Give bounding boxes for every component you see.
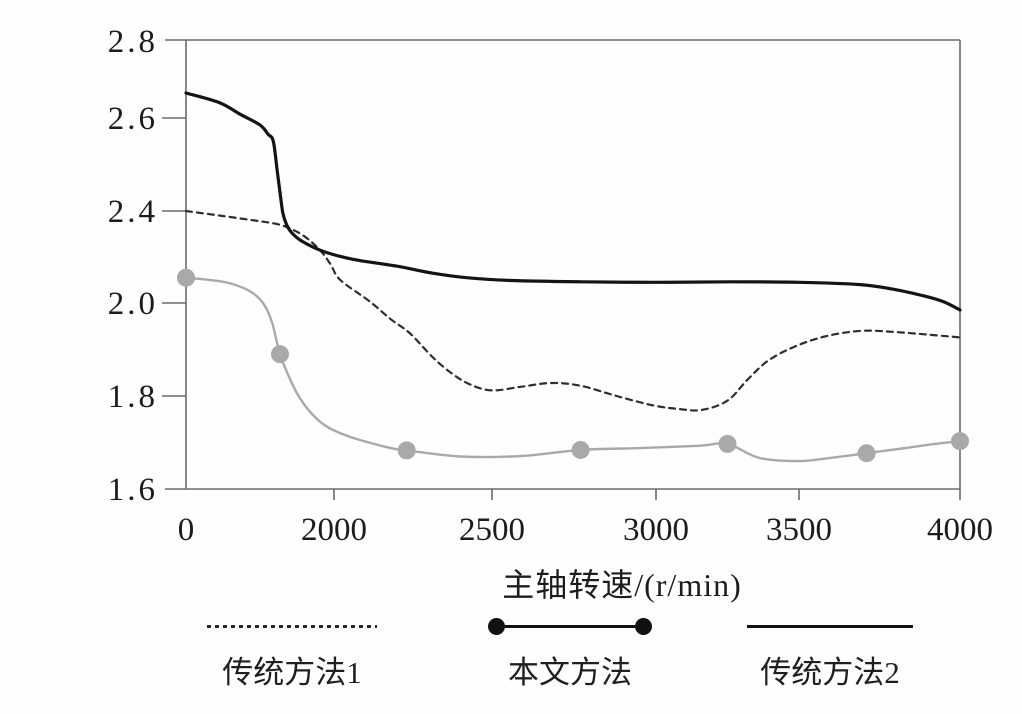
y-tick-label: 1.6: [108, 472, 158, 508]
x-tick-label: 3000: [623, 512, 689, 548]
x-tick-label: 0: [178, 512, 195, 548]
data-marker-proposed-method: [951, 432, 969, 451]
data-marker-proposed-method: [397, 441, 416, 460]
x-tick-label: 2500: [459, 512, 525, 548]
x-tick-label: 4000: [927, 512, 993, 548]
y-tick-label: 1.8: [108, 379, 158, 415]
data-marker-proposed-method: [718, 434, 737, 453]
x-tick-label: 2000: [301, 512, 367, 548]
y-tick-label: 2.4: [108, 194, 158, 230]
x-axis-title: 主轴转速/(r/min): [502, 567, 742, 603]
curve-proposed-method: [184, 276, 962, 463]
data-marker-proposed-method: [177, 268, 195, 287]
data-marker-proposed-method: [571, 440, 590, 459]
data-marker-proposed-method: [857, 444, 876, 463]
x-tick-label: 3500: [766, 512, 832, 548]
curve-traditional-method-2: [184, 91, 962, 312]
y-tick-label: 2.8: [108, 24, 158, 60]
data-marker-proposed-method: [270, 345, 289, 364]
curve-traditional-method-1: [184, 209, 962, 412]
y-tick-label: 2.0: [108, 286, 158, 322]
y-tick-label: 2.6: [108, 101, 158, 137]
